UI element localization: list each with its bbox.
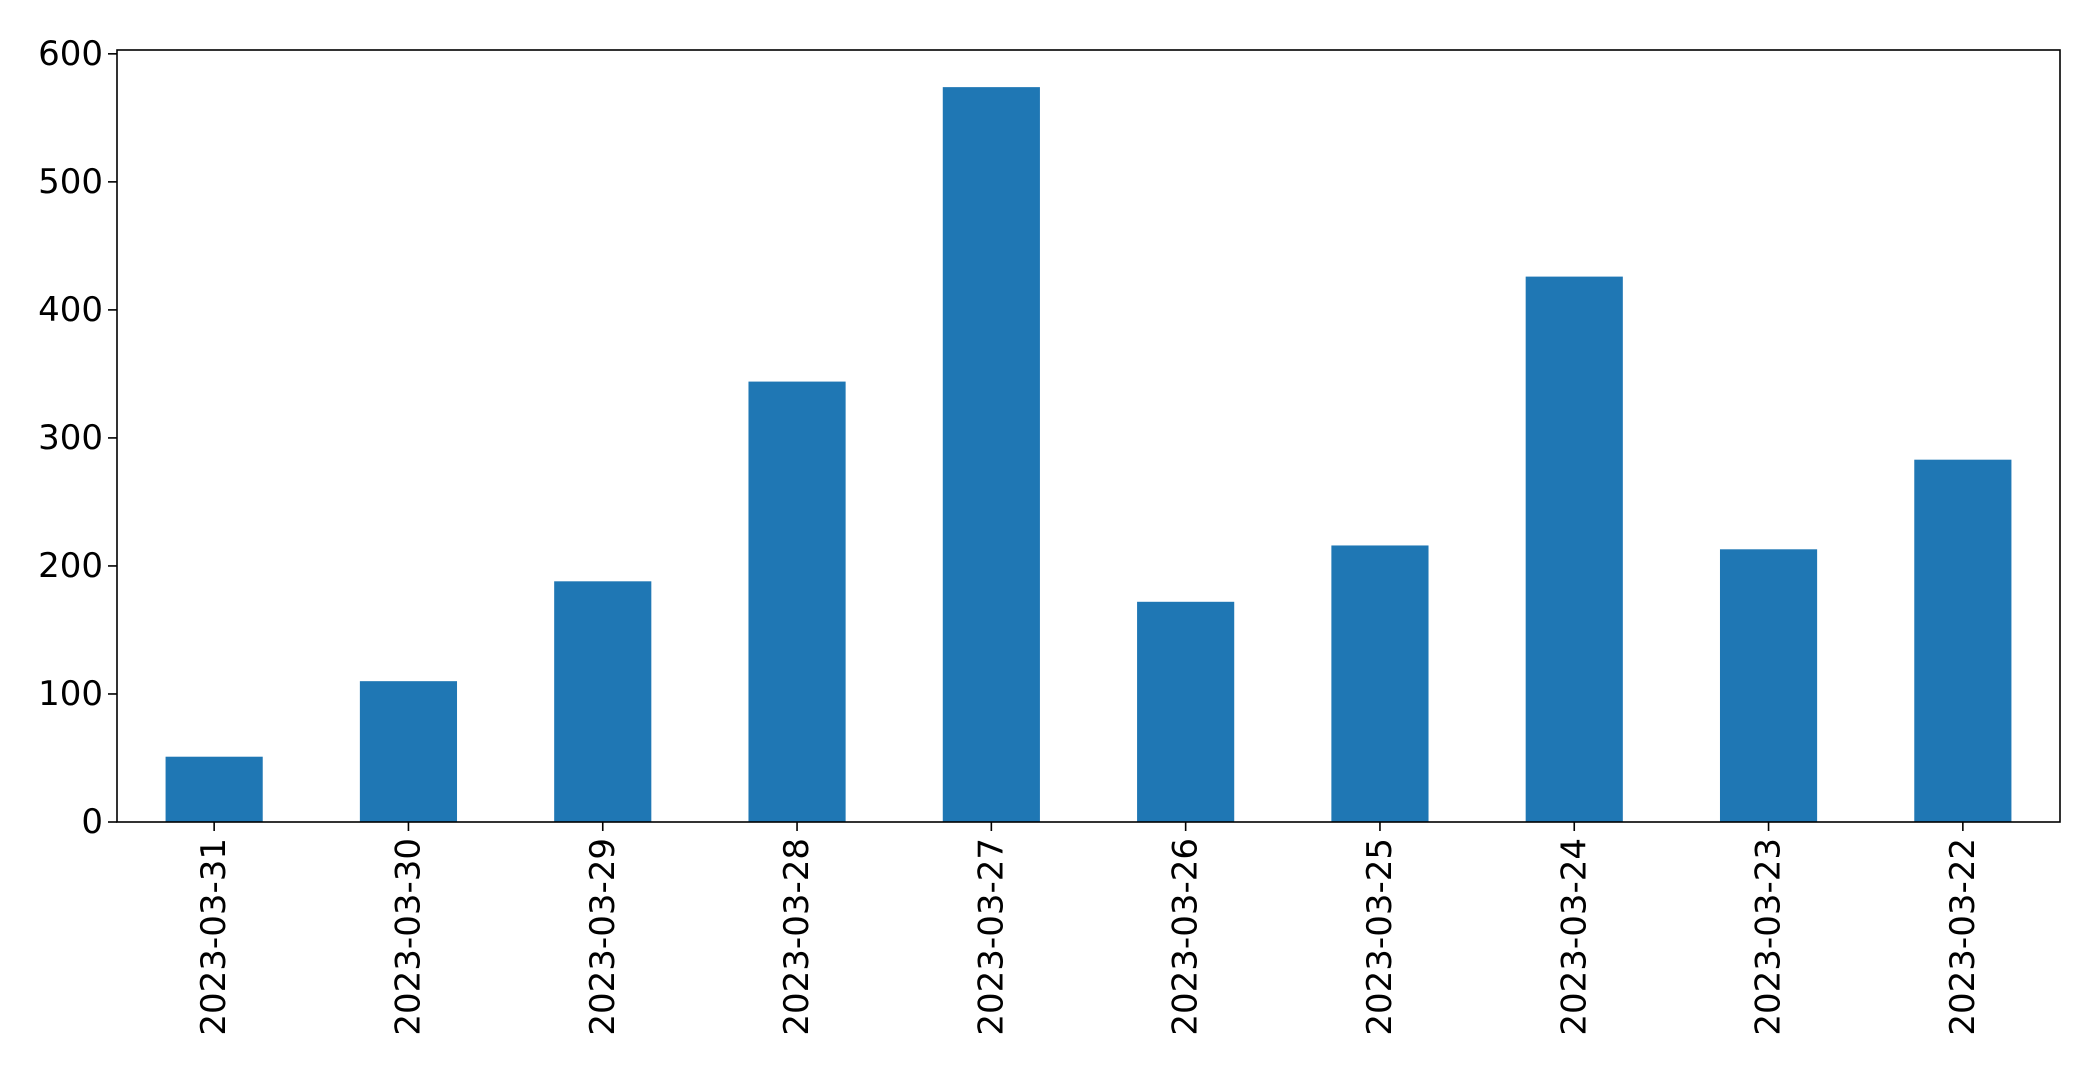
y-tick-label: 600 (38, 34, 103, 74)
x-axis: 2023-03-31 2023-03-30 2023-03-29 2023-03-28… (194, 822, 1983, 1036)
bar-2023-03-29 (554, 581, 652, 822)
x-tick-label: 2023-03-29 (583, 838, 623, 1036)
plot-frame (116, 49, 2061, 823)
y-tick-label: 200 (38, 546, 103, 586)
bar-2023-03-25 (1331, 545, 1429, 822)
x-tick-label: 2023-03-25 (1360, 838, 1400, 1036)
x-tick-label: 2023-03-23 (1749, 838, 1789, 1036)
bar-2023-03-30 (359, 681, 458, 822)
y-tick-label: 0 (81, 802, 103, 842)
x-tick-label: 2023-03-28 (777, 838, 817, 1036)
bar-2023-03-24 (1525, 276, 1623, 823)
x-tick-label: 2023-03-26 (1166, 838, 1206, 1036)
bars-group (165, 87, 2012, 823)
bar-2023-03-31 (165, 756, 263, 822)
bar-2023-03-22 (1914, 459, 2012, 822)
bar-2023-03-28 (748, 381, 846, 822)
y-tick-label: 300 (38, 418, 103, 458)
bar-2023-03-27 (942, 87, 1040, 823)
x-tick-label: 2023-03-22 (1943, 838, 1983, 1036)
y-tick-label: 500 (38, 162, 103, 202)
x-tick-label: 2023-03-24 (1554, 838, 1594, 1036)
y-tick-label: 400 (38, 290, 103, 330)
bar-2023-03-26 (1137, 601, 1235, 822)
bar-2023-03-23 (1719, 549, 1818, 822)
y-tick-label: 100 (38, 674, 103, 714)
y-axis: 0 100 200 300 400 500 600 (38, 34, 117, 842)
x-tick-label: 2023-03-30 (388, 838, 428, 1036)
x-tick-label: 2023-03-27 (971, 838, 1011, 1036)
x-tick-label: 2023-03-31 (194, 838, 234, 1036)
